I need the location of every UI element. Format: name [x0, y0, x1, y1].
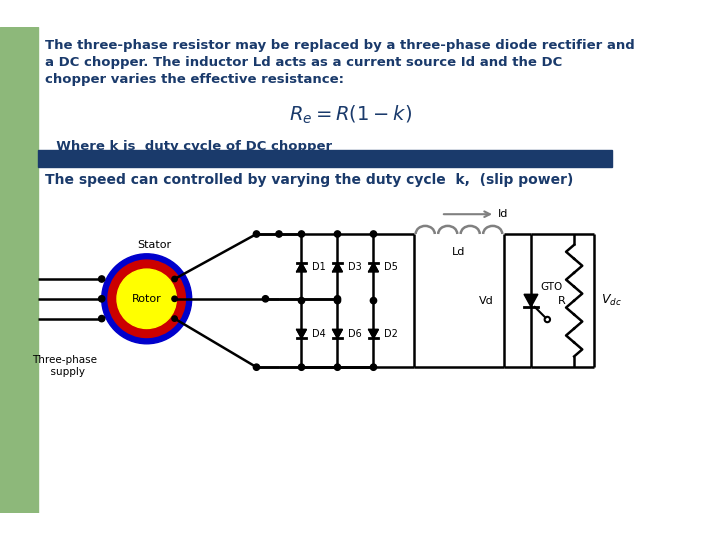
Polygon shape — [333, 329, 343, 339]
Circle shape — [298, 364, 305, 370]
Circle shape — [370, 364, 377, 370]
Text: The speed can controlled by varying the duty cycle  k,  (slip power): The speed can controlled by varying the … — [45, 173, 573, 187]
Circle shape — [334, 295, 341, 302]
Circle shape — [262, 295, 269, 302]
Text: Vd: Vd — [479, 295, 493, 306]
Text: $V_{dc}$: $V_{dc}$ — [601, 293, 622, 308]
Text: Ld: Ld — [452, 247, 466, 256]
Circle shape — [334, 364, 341, 370]
Text: The three-phase resistor may be replaced by a three-phase diode rectifier and
a : The three-phase resistor may be replaced… — [45, 39, 635, 86]
Circle shape — [120, 272, 174, 326]
Text: D5: D5 — [384, 262, 398, 272]
Circle shape — [253, 364, 260, 370]
Text: Stator: Stator — [137, 240, 171, 250]
Polygon shape — [297, 329, 307, 339]
Text: R: R — [557, 295, 565, 306]
Circle shape — [334, 298, 341, 303]
Circle shape — [253, 231, 260, 237]
Polygon shape — [369, 329, 379, 339]
Text: Three-phase
  supply: Three-phase supply — [32, 355, 97, 377]
Circle shape — [370, 231, 377, 237]
Text: D1: D1 — [312, 262, 326, 272]
Circle shape — [172, 296, 177, 301]
Bar — [0, 27, 37, 513]
Text: GTO: GTO — [540, 282, 562, 293]
Circle shape — [99, 315, 105, 322]
Polygon shape — [333, 263, 343, 272]
Circle shape — [172, 276, 177, 282]
Circle shape — [102, 254, 192, 344]
Circle shape — [370, 298, 377, 303]
Text: Id: Id — [498, 209, 508, 219]
Text: D3: D3 — [348, 262, 362, 272]
Text: D6: D6 — [348, 329, 362, 339]
Circle shape — [99, 295, 105, 302]
Circle shape — [298, 231, 305, 237]
Circle shape — [334, 231, 341, 237]
Circle shape — [108, 260, 185, 338]
Polygon shape — [369, 263, 379, 272]
Polygon shape — [297, 263, 307, 272]
Text: $R_e = R(1-k)$: $R_e = R(1-k)$ — [289, 104, 413, 126]
Bar — [37, 150, 612, 166]
Text: Where k is  duty cycle of DC chopper: Where k is duty cycle of DC chopper — [47, 139, 332, 152]
Circle shape — [99, 276, 105, 282]
Circle shape — [172, 316, 177, 321]
Circle shape — [298, 298, 305, 303]
Text: D2: D2 — [384, 329, 398, 339]
Text: Rotor: Rotor — [132, 294, 161, 304]
Circle shape — [276, 231, 282, 237]
Text: D4: D4 — [312, 329, 326, 339]
Circle shape — [117, 269, 176, 328]
Polygon shape — [524, 294, 538, 307]
